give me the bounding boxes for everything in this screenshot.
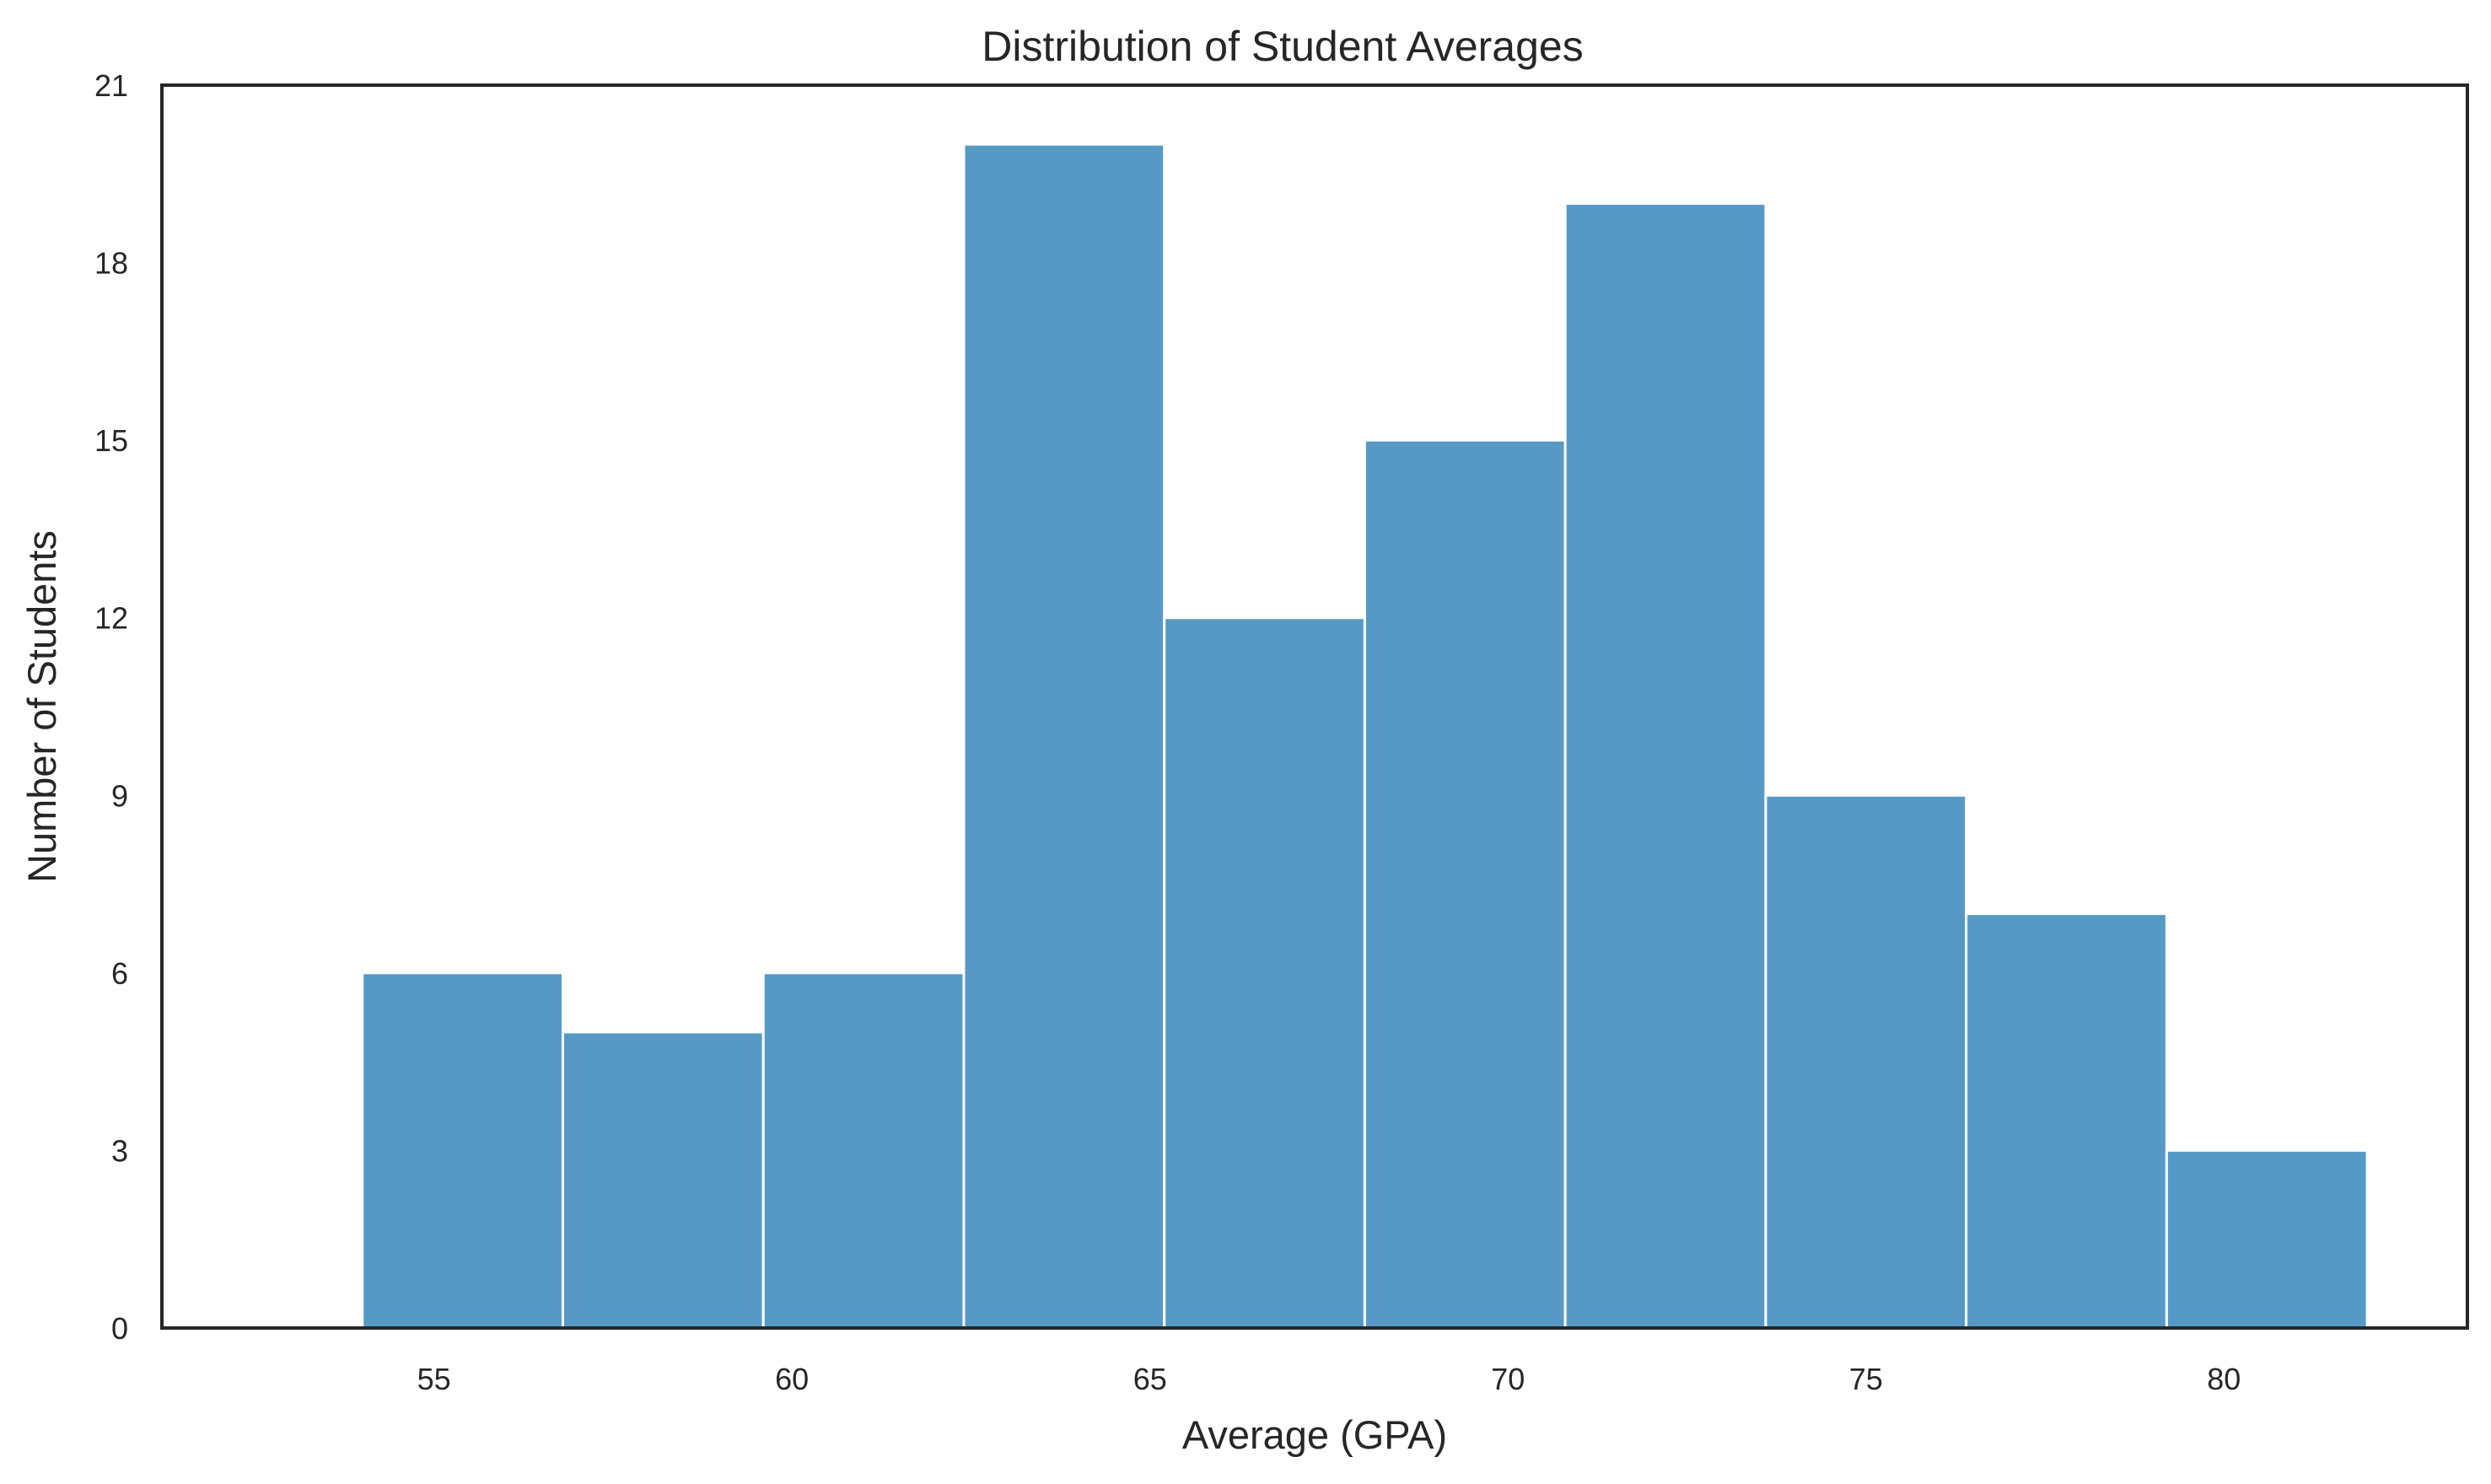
y-tick-label: 0 — [111, 1311, 128, 1346]
histogram-bar — [761, 971, 966, 1330]
x-tick-label: 75 — [1849, 1362, 1883, 1396]
x-tick-label: 55 — [417, 1362, 451, 1396]
histogram-bar — [2165, 1148, 2369, 1330]
y-axis-label: Number of Students — [19, 530, 64, 883]
bars-layer — [361, 142, 2369, 1330]
y-tick-label: 6 — [111, 956, 128, 991]
histogram-bar — [1764, 793, 1968, 1330]
histogram-bar — [962, 142, 1166, 1330]
x-tick-label: 60 — [775, 1362, 809, 1396]
y-tick-label: 12 — [94, 601, 128, 636]
histogram-bar — [1965, 912, 2168, 1330]
y-tick-label: 15 — [94, 423, 128, 458]
y-tick-label: 3 — [111, 1133, 128, 1168]
y-tick-label: 9 — [111, 778, 128, 813]
histogram-bar — [361, 971, 564, 1330]
histogram-bar — [561, 1030, 765, 1330]
plot-frame — [160, 83, 2469, 1330]
histogram-bar — [1363, 438, 1567, 1330]
histogram-bar — [1563, 202, 1767, 1330]
x-axis-label: Average (GPA) — [1182, 1412, 1447, 1457]
x-tick-label: 65 — [1133, 1362, 1167, 1396]
x-tick-label: 70 — [1491, 1362, 1525, 1396]
chart-title: Distribution of Student Averages — [982, 23, 1583, 70]
y-tick-label: 18 — [94, 246, 128, 281]
x-tick-label: 80 — [2207, 1362, 2241, 1396]
ticks-layer: 55 60 65 70 75 80 0 3 6 9 12 15 18 21 — [94, 68, 2241, 1396]
histogram-bar — [1163, 616, 1366, 1330]
y-tick-label: 21 — [94, 68, 128, 103]
